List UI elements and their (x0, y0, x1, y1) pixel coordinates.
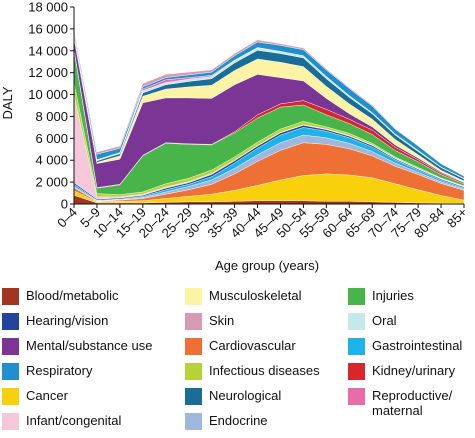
legend-swatch (348, 313, 365, 330)
y-tick-label: 2 000 (35, 175, 68, 190)
legend-label: Neurological (209, 388, 282, 403)
y-tick-label: 16 000 (28, 21, 68, 36)
legend-label: Oral (372, 313, 397, 328)
legend-swatch (2, 413, 19, 430)
legend-label: Gastrointestinal (372, 338, 463, 353)
y-tick-label: 12 000 (28, 65, 68, 80)
legend-label: Infectious diseases (209, 363, 320, 378)
legend-swatch (185, 413, 202, 430)
legend-label: Mental/substance use (26, 338, 153, 353)
legend-label: Kidney/urinary (372, 363, 456, 378)
y-tick-label: 8 000 (35, 109, 68, 124)
legend-swatch (185, 338, 202, 355)
stacked-area-chart: 0 2 000 4 000 6 000 8 000 10 000 12 000 14 000 1… (0, 0, 470, 273)
legend-label: Musculoskeletal (209, 288, 302, 303)
legend-swatch (348, 338, 365, 355)
legend-swatch (185, 288, 202, 305)
legend-swatch (2, 338, 19, 355)
legend-swatch (185, 363, 202, 380)
legend-swatch (348, 388, 365, 405)
legend-swatch (2, 313, 19, 330)
y-axis-label: DALY (0, 86, 15, 119)
y-tick-label: 14 000 (28, 43, 68, 58)
legend-label: Hearing/vision (26, 313, 109, 328)
legend-label: Respiratory (26, 363, 93, 378)
x-tick-label: 85+ (444, 205, 470, 231)
y-tick-label: 10 000 (28, 87, 68, 102)
x-axis-label: Age group (years) (215, 258, 319, 273)
legend-label: Reproductive/ maternal (372, 388, 453, 418)
legend-swatch (2, 388, 19, 405)
legend-swatch (2, 363, 19, 380)
legend-label: Endocrine (209, 413, 268, 428)
legend-label: Cardiovascular (209, 338, 296, 353)
legend-label: Blood/metabolic (26, 288, 119, 303)
legend-label: Cancer (26, 388, 68, 403)
x-tick-label: 0–4 (54, 205, 80, 231)
legend-swatch (185, 388, 202, 405)
area-layers (73, 28, 465, 205)
legend-swatch (348, 363, 365, 380)
legend-label: Injuries (372, 288, 414, 303)
legend-swatch (2, 288, 19, 305)
legend-label: Infant/congenital (26, 413, 122, 428)
legend-swatch (348, 288, 365, 305)
y-axis: 0 2 000 4 000 6 000 8 000 10 000 12 000 14 000 1… (28, 0, 75, 212)
x-axis: 0–45–910–1415–1920–2425–2930–3435–3940–4… (54, 203, 470, 241)
legend-swatch (185, 313, 202, 330)
y-tick-label: 18 000 (28, 0, 68, 15)
y-tick-label: 0 (61, 197, 68, 212)
y-tick-label: 4 000 (35, 153, 68, 168)
legend-label: Skin (209, 313, 235, 328)
area-series-skin (73, 28, 465, 177)
chart-legend: Blood/metabolic Musculoskeletal Injuries He… (0, 282, 475, 438)
y-tick-label: 6 000 (35, 131, 68, 146)
